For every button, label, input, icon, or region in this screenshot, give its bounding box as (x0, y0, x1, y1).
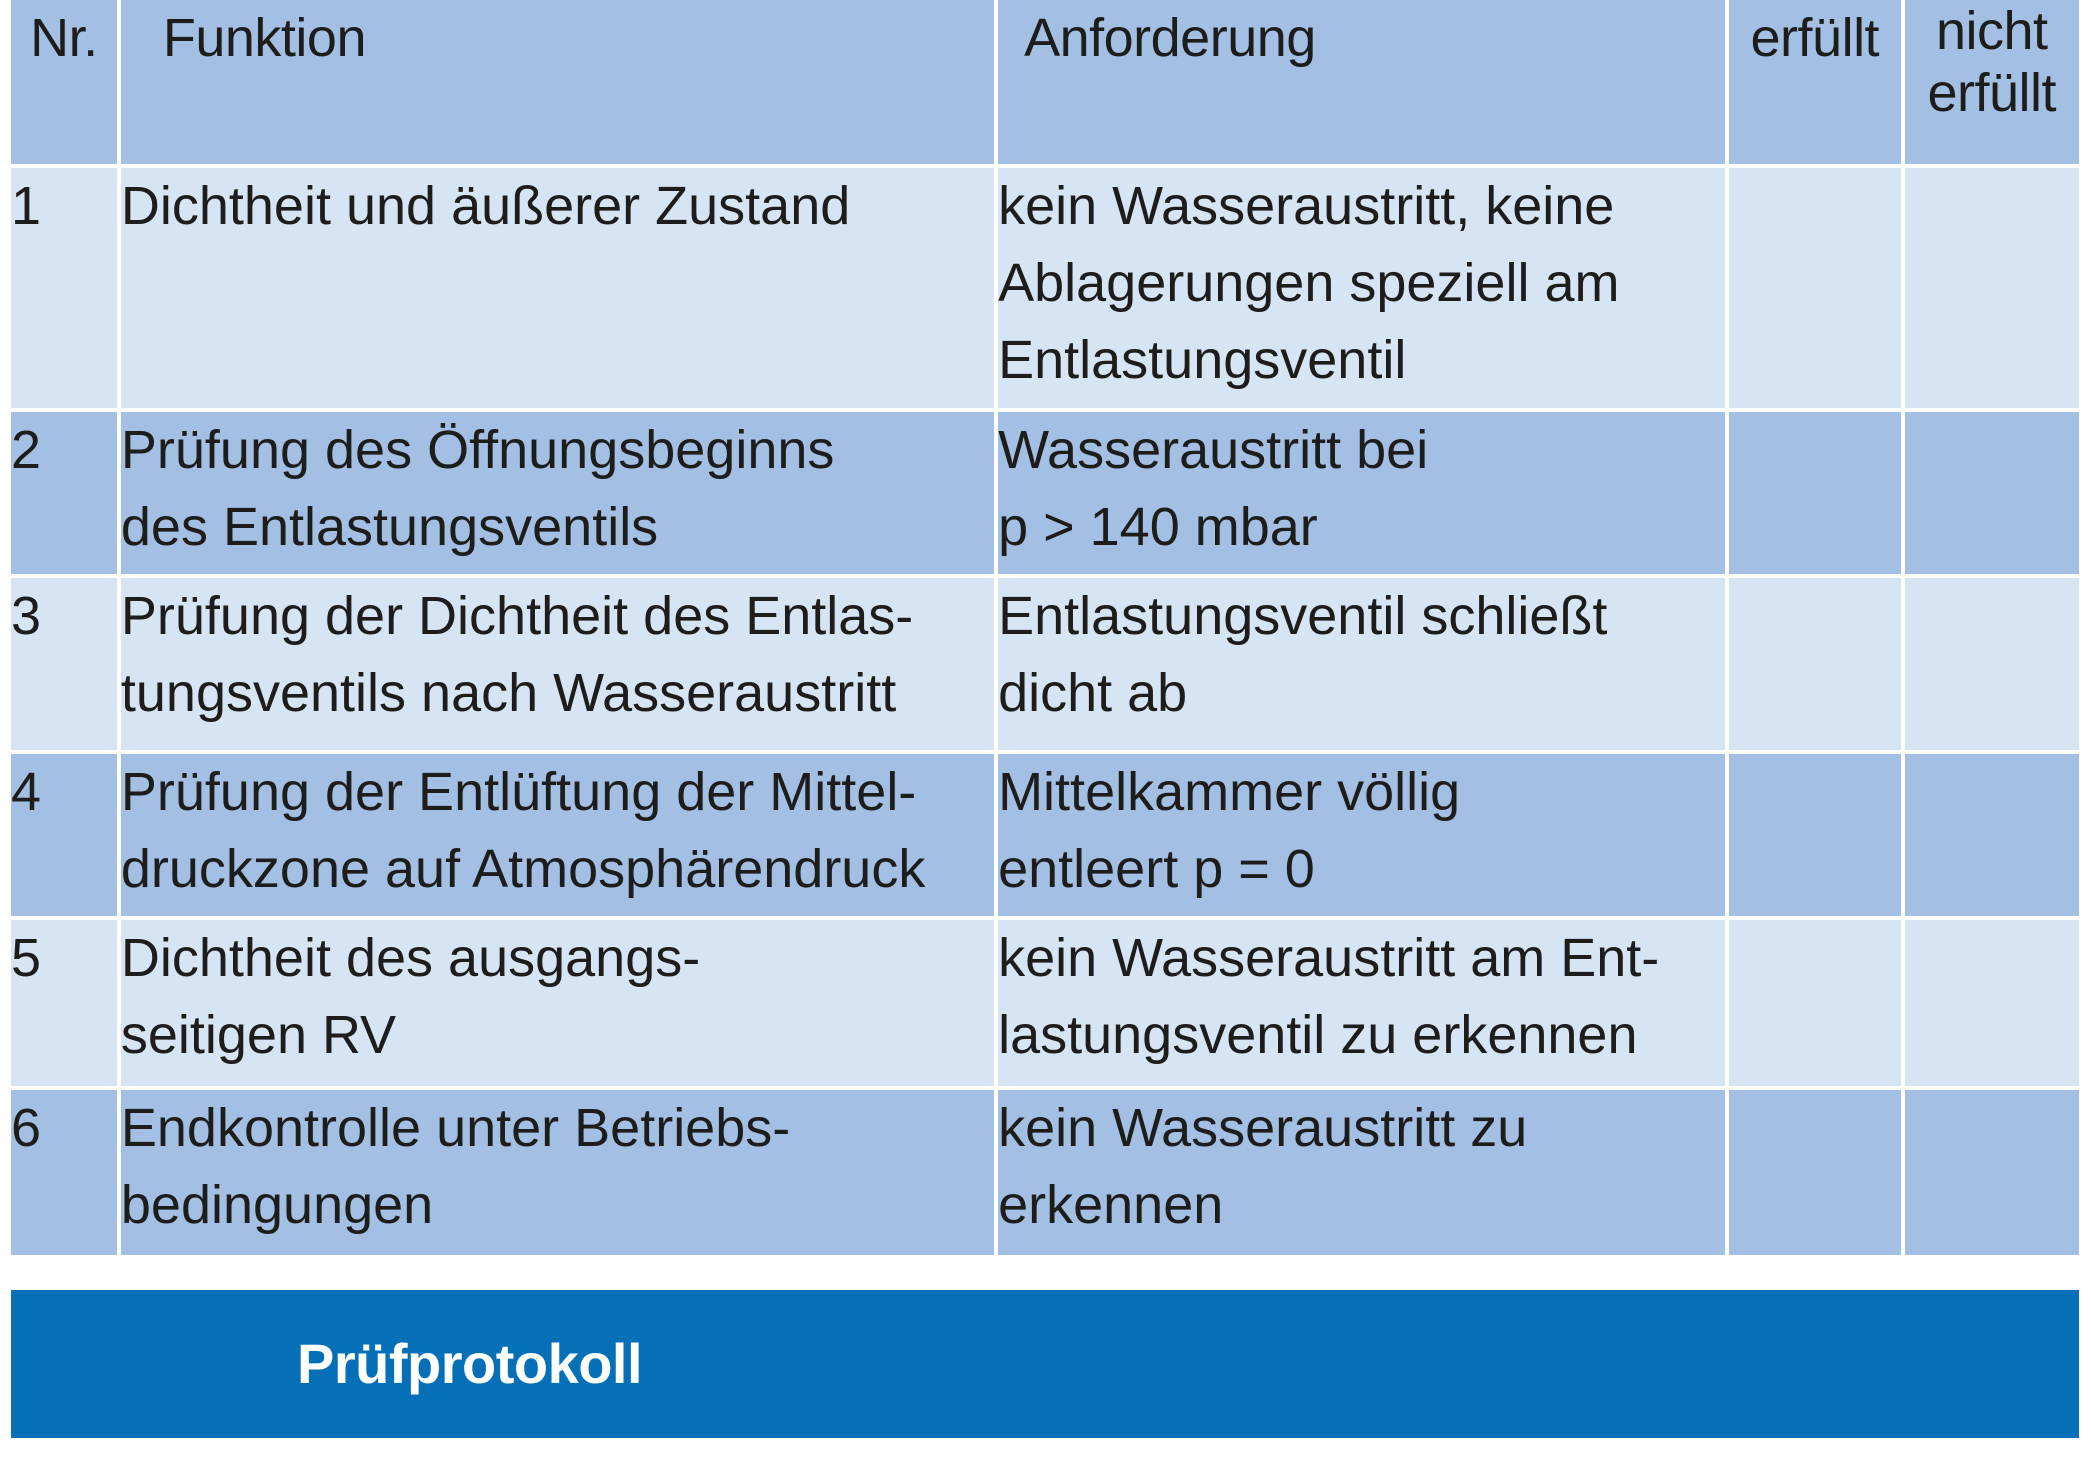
protocol-table: Nr. Funktion Anforderung erfüllt nicht e… (11, 0, 2079, 1259)
row-funktion: Prüfung der Entlüftung der Mittel- druck… (116, 750, 999, 920)
nicht-erfuellt-cell[interactable] (1900, 1086, 2079, 1259)
anforderung-line: kein Wasseraustritt am Ent- (998, 928, 1660, 988)
row-funktion: Prüfung der Dichtheit des Entlas- tungsv… (116, 574, 999, 754)
funktion-line: seitigen RV (120, 1005, 397, 1065)
footer-title: Prüfprotokoll (297, 1332, 643, 1395)
anforderung-line: erkennen (998, 1175, 1224, 1235)
row-number: 2 (11, 408, 121, 578)
funktion-line: Dichtheit und äußerer Zustand (120, 176, 851, 236)
erfuellt-cell[interactable] (1725, 750, 1905, 920)
header-nr: Nr. (11, 0, 121, 168)
table-header-row: Nr. Funktion Anforderung erfüllt nicht e… (11, 0, 2079, 168)
funktion-line: druckzone auf Atmosphärendruck (120, 839, 926, 899)
funktion-line: Prüfung der Dichtheit des Entlas- (120, 586, 914, 646)
nicht-erfuellt-cell[interactable] (1900, 916, 2079, 1090)
anforderung-line: dicht ab (998, 663, 1188, 723)
funktion-line: tungsventils nach Wasseraustritt (120, 663, 897, 723)
nicht-erfuellt-cell[interactable] (1900, 574, 2079, 754)
funktion-line: des Entlastungsventils (120, 497, 659, 557)
row-anforderung: Wasseraustritt bei p > 140 mbar (994, 408, 1730, 578)
header-erfuellt: erfüllt (1725, 0, 1905, 168)
nicht-erfuellt-cell[interactable] (1900, 750, 2079, 920)
protocol-table-container: Nr. Funktion Anforderung erfüllt nicht e… (11, 0, 2079, 1259)
row-anforderung: Entlastungsventil schließt dicht ab (994, 574, 1730, 754)
anforderung-line: kein Wasseraustritt zu (998, 1098, 1528, 1158)
header-funktion: Funktion (116, 0, 999, 168)
row-funktion: Prüfung des Öffnungsbeginns des Entlastu… (116, 408, 999, 578)
anforderung-line: Ablagerungen speziell am (998, 253, 1620, 313)
row-funktion: Endkontrolle unter Betriebs- bedingungen (116, 1086, 999, 1259)
funktion-line: Dichtheit des ausgangs- (120, 928, 701, 988)
row-number: 3 (11, 574, 121, 754)
funktion-line: Prüfung der Entlüftung der Mittel- (120, 762, 917, 822)
anforderung-line: p > 140 mbar (998, 497, 1318, 557)
table-row: 2 Prüfung des Öffnungsbeginns des Entlas… (11, 408, 2079, 578)
funktion-line: Endkontrolle unter Betriebs- (120, 1098, 791, 1158)
row-anforderung: kein Wasseraustritt, keine Ablagerungen … (994, 164, 1730, 412)
header-anforderung: Anforderung (994, 0, 1730, 168)
table-row: 4 Prüfung der Entlüftung der Mittel- dru… (11, 750, 2079, 920)
row-funktion: Dichtheit des ausgangs- seitigen RV (116, 916, 999, 1090)
anforderung-line: entleert p = 0 (998, 839, 1315, 899)
table-row: 3 Prüfung der Dichtheit des Entlas- tung… (11, 574, 2079, 754)
row-number: 5 (11, 916, 121, 1090)
erfuellt-cell[interactable] (1725, 916, 1905, 1090)
row-anforderung: kein Wasseraustritt am Ent- lastungsvent… (994, 916, 1730, 1090)
anforderung-line: kein Wasseraustritt, keine (998, 176, 1615, 236)
erfuellt-cell[interactable] (1725, 164, 1905, 412)
header-nicht-erfuellt: nicht erfüllt (1900, 0, 2079, 168)
anforderung-line: Entlastungsventil schließt (998, 586, 1608, 646)
row-anforderung: kein Wasseraustritt zu erkennen (994, 1086, 1730, 1259)
erfuellt-cell[interactable] (1725, 408, 1905, 578)
nicht-erfuellt-cell[interactable] (1900, 408, 2079, 578)
erfuellt-cell[interactable] (1725, 1086, 1905, 1259)
anforderung-line: Entlastungsventil (998, 330, 1407, 390)
anforderung-line: lastungsventil zu erkennen (998, 1005, 1638, 1065)
anforderung-line: Mittelkammer völlig (998, 762, 1461, 822)
row-anforderung: Mittelkammer völlig entleert p = 0 (994, 750, 1730, 920)
funktion-line: bedingungen (120, 1175, 434, 1235)
header-nicht-erfuellt-line1: nicht (1935, 1, 2048, 61)
footer-bar: Prüfprotokoll (11, 1290, 2079, 1438)
header-nicht-erfuellt-line2: erfüllt (1927, 63, 2057, 123)
erfuellt-cell[interactable] (1725, 574, 1905, 754)
row-funktion: Dichtheit und äußerer Zustand (116, 164, 999, 412)
funktion-line: Prüfung des Öffnungsbeginns (120, 420, 835, 480)
row-number: 4 (11, 750, 121, 920)
table-row: 1 Dichtheit und äußerer Zustand kein Was… (11, 164, 2079, 412)
row-number: 6 (11, 1086, 121, 1259)
table-row: 5 Dichtheit des ausgangs- seitigen RV ke… (11, 916, 2079, 1090)
row-number: 1 (11, 164, 121, 412)
nicht-erfuellt-cell[interactable] (1900, 164, 2079, 412)
anforderung-line: Wasseraustritt bei (998, 420, 1429, 480)
table-row: 6 Endkontrolle unter Betriebs- bedingung… (11, 1086, 2079, 1259)
